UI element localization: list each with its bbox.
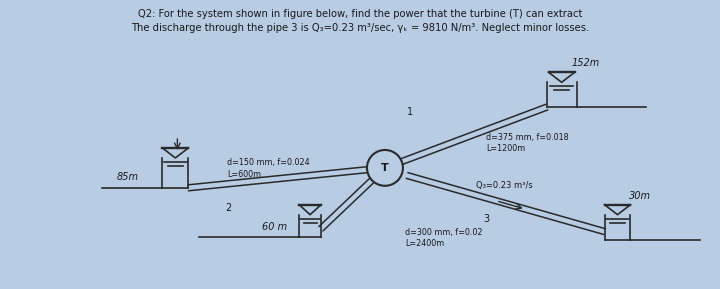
Text: T: T (381, 163, 389, 173)
Text: Q2: For the system shown in figure below, find the power that the turbine (T) ca: Q2: For the system shown in figure below… (138, 9, 582, 19)
Text: d=150 mm, f=0.024
L=600m: d=150 mm, f=0.024 L=600m (227, 158, 310, 179)
Text: 1: 1 (407, 107, 413, 117)
Text: Q₃=0.23 m³/s: Q₃=0.23 m³/s (476, 181, 533, 190)
Text: 30m: 30m (629, 191, 652, 201)
Text: 152m: 152m (572, 58, 600, 68)
Text: The discharge through the pipe 3 is Q₃=0.23 m³/sec, γₖ = 9810 N/m³. Neglect mino: The discharge through the pipe 3 is Q₃=0… (131, 23, 589, 33)
Text: 2: 2 (225, 203, 231, 213)
Text: 3: 3 (483, 214, 489, 223)
Text: 85m: 85m (117, 172, 138, 182)
Text: d=375 mm, f=0.018
L=1200m: d=375 mm, f=0.018 L=1200m (486, 133, 568, 153)
Text: d=300 mm, f=0.02
L=2400m: d=300 mm, f=0.02 L=2400m (405, 228, 482, 249)
Text: 60 m: 60 m (262, 222, 287, 231)
